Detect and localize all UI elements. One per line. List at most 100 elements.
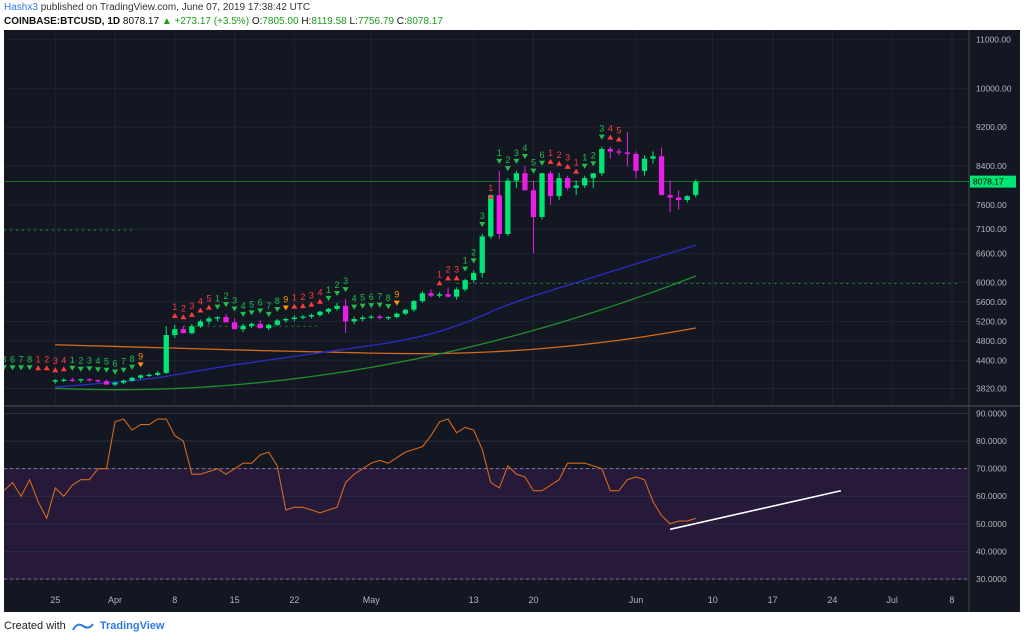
candle [172,329,178,336]
td-count-label: 3 [232,296,237,306]
td-count-label: 2 [557,150,562,160]
open-label: O: [251,16,263,27]
candle [624,152,631,154]
td-count-label: 2 [44,354,49,364]
td-count-label: 4 [352,294,357,304]
rsi-tick-label: 60.0000 [976,491,1007,501]
td-count-label: 2 [335,280,340,290]
candle [607,149,613,152]
candle [453,289,460,297]
candle [69,379,75,381]
td-count-label: 1 [463,256,468,266]
td-up-triangle [607,134,614,140]
td-count-label: 8 [130,354,135,364]
td-count-label: 8 [275,296,280,306]
price-tick-label: 7100.00 [976,224,1007,234]
td-down-triangle [385,304,392,310]
td-count-label: 1 [497,148,502,158]
td-down-triangle [120,367,127,373]
td-up-triangle [205,304,212,310]
last-price-tag: 8078.17 [970,175,1016,188]
td-count-label: 6 [369,292,374,302]
chart-header: Hashx3 published on TradingView.com, Jun… [0,0,1024,30]
td-up-triangle [308,301,315,307]
price-tick-label: 5600.00 [976,297,1007,307]
candle [385,317,391,319]
td-count-label: 3 [343,276,348,286]
rsi-tick-label: 90.0000 [976,409,1007,419]
td-count-label: 6 [113,359,118,369]
date-tick-label: 15 [230,595,240,605]
date-tick-label: 25 [50,595,60,605]
date-tick-label: 10 [708,595,718,605]
td-down-triangle [137,362,144,368]
publisher-name[interactable]: Hashx3 [4,2,38,13]
candle [411,301,417,310]
td-down-triangle [18,365,25,371]
td-count-label: 5 [360,293,365,303]
td-count-label: 8 [27,354,32,364]
td-count-label: 1 [548,148,553,158]
td-down-triangle [265,311,272,317]
td-count-label: 1 [36,354,41,364]
tradingview-brand[interactable]: TradingView [99,620,165,632]
last-price-badge [970,175,1016,188]
td-up-triangle [43,365,50,371]
low-value: 7756.79 [357,16,394,27]
chart-area[interactable]: 3678123412345678912345123456789123412345… [4,30,1020,612]
last-price-text: 8078.17 [973,177,1004,187]
td-up-triangle [299,303,306,309]
td-down-triangle [9,365,16,371]
candle [214,317,221,319]
td-count-label: 6 [540,150,545,160]
candle [155,372,161,375]
price-tick-label: 7600.00 [976,200,1007,210]
td-count-label: 3 [4,354,7,364]
td-up-triangle [35,365,42,371]
td-count-label: 3 [309,291,314,301]
candle [137,375,144,378]
td-count-label: 3 [480,211,485,221]
td-up-triangle [188,311,195,317]
low-label: L: [349,16,358,27]
td-down-triangle [342,287,349,293]
date-tick-label: 24 [827,595,837,605]
candle [377,316,383,319]
td-count-label: 3 [53,356,58,366]
rsi-tick-label: 40.0000 [976,546,1007,556]
td-down-triangle [393,300,400,306]
td-down-triangle [240,311,247,317]
candle [428,293,434,296]
date-tick-label: 8 [172,595,177,605]
moving-averages [55,244,696,391]
candle [112,382,118,385]
candle [180,329,186,334]
td-down-triangle [94,367,101,373]
rsi-grid [4,413,969,580]
y-axis-labels: 3820.00 4400.00 4800.00 5200.00 5600.00 6000.… [976,35,1012,584]
rsi-line-layer [4,418,842,531]
td-count-label: 3 [454,264,459,274]
price-tick-label: 5200.00 [976,316,1007,326]
td-count-label: 6 [10,354,15,364]
td-count-label: 1 [172,302,177,312]
td-down-triangle [590,161,597,167]
date-tick-label: 20 [528,595,538,605]
candle [317,311,323,316]
candle [103,381,110,385]
candle [564,178,571,188]
rsi-tick-label: 30.0000 [976,574,1007,584]
td-down-triangle [462,266,469,272]
candle [231,322,238,330]
candle [539,173,545,217]
td-count-label: 2 [224,291,229,301]
candle [513,173,520,181]
td-count-label: 1 [437,269,442,279]
candle [283,319,289,321]
candle [462,280,468,290]
candle [146,374,152,377]
td-count-label: 1 [326,285,331,295]
candle [266,324,272,329]
td-down-triangle [376,302,383,308]
td-up-triangle [556,160,563,166]
